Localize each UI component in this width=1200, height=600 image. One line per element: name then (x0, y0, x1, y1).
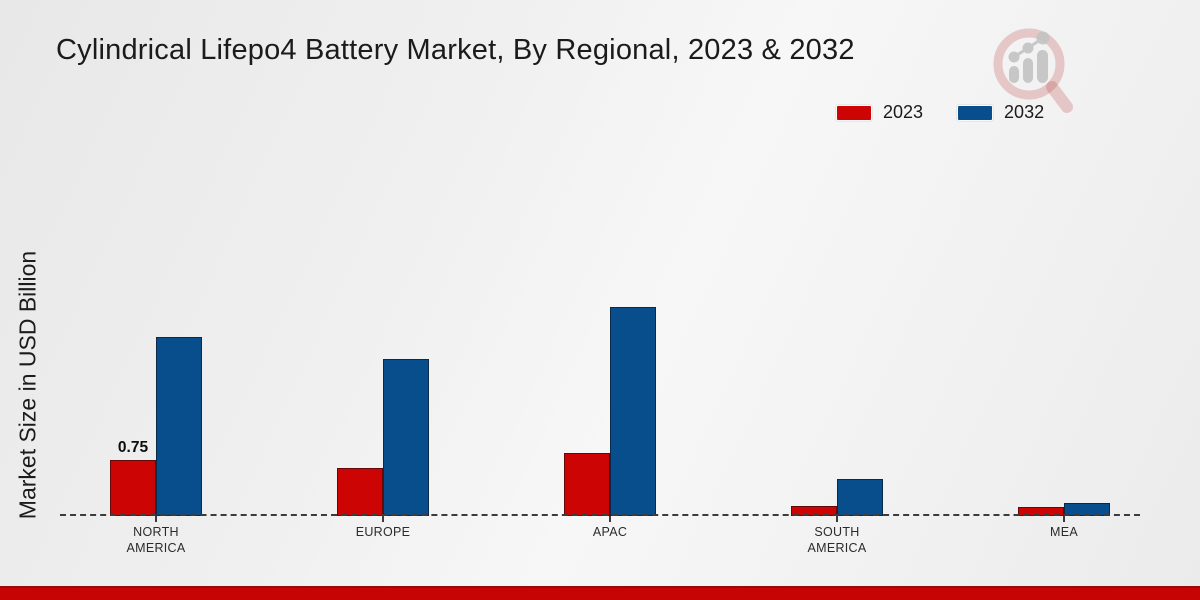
legend-label-2023: 2023 (883, 102, 924, 122)
axis-tick-mea (1063, 516, 1065, 522)
axis-tick-apac (609, 516, 611, 522)
legend-label-2032: 2032 (1004, 102, 1045, 122)
legend-item-2032: 2032 (957, 102, 1044, 123)
bar-2032-north-america (156, 337, 202, 516)
legend-swatch-2023 (836, 104, 872, 121)
legend: 2023 2032 (836, 102, 1044, 123)
chart-title: Cylindrical Lifepo4 Battery Market, By R… (56, 34, 855, 66)
axis-tick-europe (382, 516, 384, 522)
category-label-mea: MEA (1050, 525, 1078, 539)
bar-2032-europe (383, 359, 429, 516)
x-axis-baseline (60, 514, 1140, 516)
category-label-north-america: NORTH AMERICA (126, 525, 186, 556)
category-label-south-america: SOUTH AMERICA (807, 525, 867, 556)
bar-value-label: 0.75 (117, 439, 149, 456)
bar-2023-north-america (110, 460, 156, 516)
bar-2032-south-america (837, 479, 883, 516)
bar-2023-apac (564, 453, 610, 516)
magnifier-barchart-watermark-icon (993, 28, 1073, 113)
footer-accent-bar (0, 586, 1200, 600)
category-label-europe: EUROPE (355, 525, 411, 539)
bar-2032-apac (610, 307, 656, 516)
legend-item-2023: 2023 (836, 102, 923, 123)
axis-tick-north-america (155, 516, 157, 522)
category-label-apac: APAC (592, 525, 628, 539)
legend-swatch-2032 (957, 104, 994, 121)
axis-tick-south-america (836, 516, 838, 522)
bar-2023-europe (337, 468, 383, 516)
